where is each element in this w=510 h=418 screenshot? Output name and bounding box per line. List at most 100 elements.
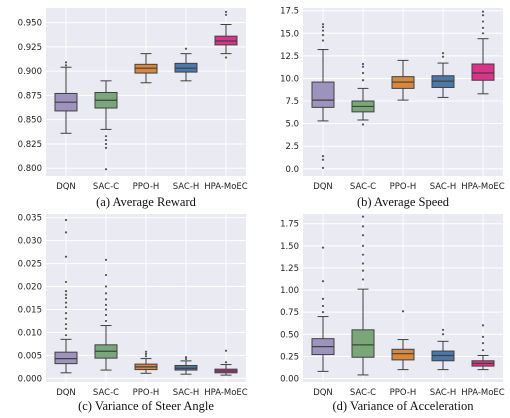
outlier-point <box>224 349 228 352</box>
box-sac-c <box>351 215 375 376</box>
outlier-point <box>441 55 445 58</box>
y-tick-label: 2.5 <box>285 142 299 152</box>
outlier-point <box>361 234 365 237</box>
box-hpa-moec <box>471 10 495 95</box>
x-tick-label: SAC-H <box>430 388 457 398</box>
outlier-point <box>321 280 325 283</box>
outlier-point <box>64 280 68 284</box>
outlier-point <box>441 328 445 331</box>
outlier-point <box>64 323 68 326</box>
outlier-point <box>104 303 108 306</box>
y-tick-label: 0.000 <box>18 374 42 384</box>
box-ppo-h <box>391 310 415 371</box>
x-tick-label: HPA-MoEC <box>204 182 248 192</box>
outlier-point <box>104 135 108 138</box>
outlier-point <box>361 215 365 218</box>
box-sac-c <box>94 258 118 371</box>
box-sac-h <box>431 52 455 98</box>
outlier-point <box>361 244 365 247</box>
outlier-point <box>361 79 365 82</box>
chart-panel-1: 0.800 0.825 0.850 0.875 0.900 0.925 0.950 DQN SA… <box>18 8 248 209</box>
outlier-point <box>104 285 108 288</box>
outlier-point <box>104 313 108 317</box>
outlier-point <box>361 71 365 75</box>
outlier-point <box>64 255 68 258</box>
panel-caption: (d) Variance of Acceleration <box>332 399 474 413</box>
outlier-point <box>481 349 485 352</box>
outlier-point <box>361 65 365 68</box>
y-tick-label: 0.50 <box>280 330 299 340</box>
outlier-point <box>361 278 365 281</box>
x-tick-label: SAC-H <box>173 388 200 398</box>
outlier-point <box>64 317 68 320</box>
y-tick-label: 0.010 <box>18 328 42 338</box>
chart-panel-3: 0.000 0.005 0.010 0.015 0.020 0.025 0.030 0.035… <box>18 214 248 413</box>
outlier-point <box>104 273 108 277</box>
x-tick-label: SAC-C <box>93 182 119 192</box>
x-tick-label: PPO-H <box>133 388 160 398</box>
outlier-point <box>441 52 445 55</box>
box-iqr <box>54 351 78 365</box>
outlier-point <box>104 146 108 149</box>
panel-caption: (b) Average Speed <box>357 195 450 209</box>
y-tick-label: 1.50 <box>280 242 299 252</box>
box-sac-h <box>174 356 198 375</box>
x-tick-label: DQN <box>313 182 333 192</box>
y-tick-label: 0.025 <box>18 260 42 270</box>
y-tick-label: 0.950 <box>18 19 42 29</box>
outlier-point <box>104 168 108 171</box>
outlier-point <box>64 293 68 296</box>
x-tick-label: SAC-H <box>430 182 457 192</box>
outlier-point <box>321 246 325 249</box>
outlier-point <box>64 301 68 304</box>
outlier-point <box>144 350 148 353</box>
y-tick-label: 0.25 <box>280 352 299 362</box>
y-tick-label: 0.0 <box>285 165 299 175</box>
outlier-point <box>361 269 365 272</box>
outlier-point <box>184 357 188 361</box>
outlier-point <box>64 306 68 309</box>
outlier-point <box>441 333 445 336</box>
y-tick-label: 0.850 <box>18 116 42 126</box>
box-sac-c <box>94 80 118 171</box>
y-tick-label: 0.020 <box>18 283 42 293</box>
x-tick-label: SAC-C <box>350 182 376 192</box>
outlier-point <box>481 324 485 327</box>
outlier-point <box>321 155 325 158</box>
y-tick-label: 17.5 <box>280 7 299 17</box>
x-tick-label: HPA-MoEC <box>461 388 505 398</box>
outlier-point <box>64 296 68 300</box>
y-tick-label: 0.00 <box>280 374 299 384</box>
outlier-point <box>144 355 148 358</box>
outlier-point <box>321 29 325 32</box>
x-tick-label: SAC-H <box>173 182 200 192</box>
panel-caption: (a) Average Reward <box>96 195 196 209</box>
box-iqr <box>351 329 375 358</box>
outlier-point <box>104 292 108 295</box>
outlier-point <box>64 61 68 64</box>
y-tick-label: 0.005 <box>18 351 42 361</box>
y-tick-label: 0.030 <box>18 237 42 247</box>
outlier-point <box>361 262 365 265</box>
y-tick-label: 12.5 <box>280 52 299 62</box>
outlier-point <box>104 138 108 142</box>
outlier-point <box>64 64 68 67</box>
outlier-point <box>64 334 68 337</box>
outlier-point <box>144 352 148 356</box>
box-ppo-h <box>134 350 158 374</box>
box-sac-h <box>431 328 455 371</box>
outlier-point <box>224 13 228 16</box>
x-tick-label: DQN <box>313 388 333 398</box>
outlier-point <box>321 311 325 314</box>
outlier-point <box>321 23 325 26</box>
y-tick-label: 0.015 <box>18 305 42 315</box>
outlier-point <box>224 56 228 59</box>
outlier-point <box>104 258 108 262</box>
box-hpa-moec <box>471 324 495 371</box>
box-sac-c <box>351 62 375 126</box>
box-dqn <box>311 23 335 169</box>
outlier-point <box>184 356 188 359</box>
y-tick-label: 5.0 <box>285 120 299 130</box>
outlier-point <box>321 33 325 37</box>
